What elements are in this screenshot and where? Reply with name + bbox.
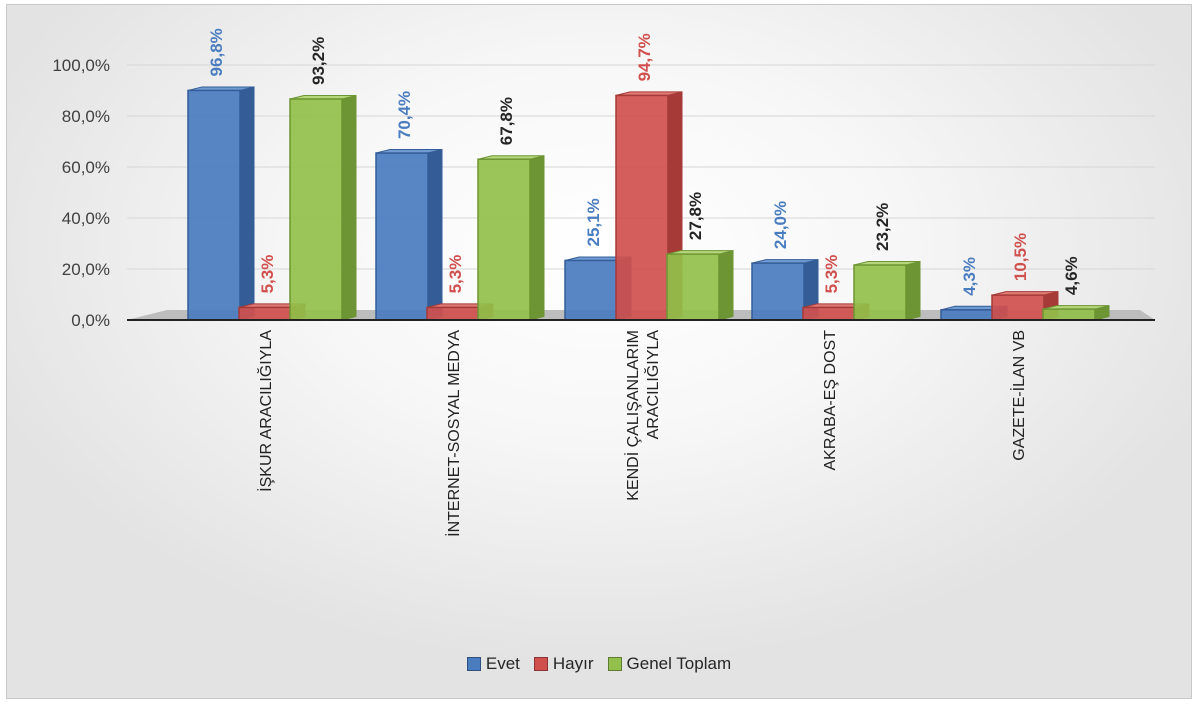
bar-hayır-front [991,294,1045,321]
bar-hayır-front [615,94,669,321]
category-label: GAZETE-İLAN VB [1009,330,1028,461]
y-tick-label: 20,0% [62,260,110,279]
bar-genel-toplam [666,249,734,321]
legend-swatch [607,657,622,671]
bar-evet [187,86,255,321]
data-label: 25,1% [584,198,603,246]
y-tick-label: 100,0% [52,56,110,75]
data-label: 27,8% [686,192,705,240]
bar-genel-toplam-side [718,249,734,321]
data-label: 24,0% [771,201,790,249]
data-label: 23,2% [873,203,892,251]
y-tick-label: 40,0% [62,209,110,228]
data-label: 5,3% [822,255,841,294]
chart-legend: Evet Hayır Genel Toplam [0,652,1198,676]
data-label: 96,8% [207,28,226,76]
bar-genel-toplam-side [905,260,921,321]
data-label: 5,3% [446,255,465,294]
bar-evet-front [187,89,241,321]
legend-label: Evet [485,654,520,673]
category-label: AKRABA-EŞ DOST [822,330,839,471]
bar-genel-toplam-front [853,264,907,321]
bar-evet-side [239,86,255,321]
bar-hayır-front [426,306,480,321]
bar-genel-toplam [853,260,921,321]
bar-evet-side [427,148,443,321]
bar-genel-toplam [1042,304,1110,321]
bar-hayır-front [238,306,292,321]
legend-label: Genel Toplam [626,654,732,673]
data-label: 67,8% [497,97,516,145]
legend-item-genel-toplam: Genel Toplam [607,654,732,674]
bar-genel-toplam-front [289,98,343,321]
legend-swatch [533,657,548,671]
category-label: ARACILIĞIYLA [643,330,662,440]
bar-genel-toplam-front [666,253,720,321]
y-tick-label: 80,0% [62,107,110,126]
bar-genel-toplam-side [341,94,357,321]
data-label: 5,3% [258,255,277,294]
bar-evet [375,148,443,321]
y-tick-label: 0,0% [71,311,110,330]
y-tick-label: 60,0% [62,158,110,177]
bar-genel-toplam [289,94,357,321]
data-label: 94,7% [635,33,654,81]
bar-evet-front [751,262,805,321]
bar-evet-front [564,259,618,321]
legend-item-hayır: Hayır [533,654,594,674]
data-label: 4,6% [1062,256,1081,295]
bar-genel-toplam-front [477,158,531,321]
bar-hayır-front [802,306,856,321]
bar-hayır [991,290,1059,321]
bar-evet-front [940,309,994,321]
category-label: İNTERNET-SOSYAL MEDYA [444,330,463,537]
bar-genel-toplam [477,155,545,321]
bar-genel-toplam-front [1042,308,1096,321]
data-label: 4,3% [960,257,979,296]
data-label: 93,2% [309,37,328,85]
legend-label: Hayır [552,654,594,673]
bar-evet-front [375,152,429,321]
legend-swatch [466,657,481,671]
category-label: İŞKUR ARACILIĞIYLA [256,330,275,492]
legend-item-evet: Evet [466,654,520,674]
data-label: 70,4% [395,91,414,139]
data-label: 10,5% [1011,233,1030,281]
bar-genel-toplam-side [529,155,545,321]
category-label: KENDİ ÇALIŞANLARIM [623,330,642,501]
